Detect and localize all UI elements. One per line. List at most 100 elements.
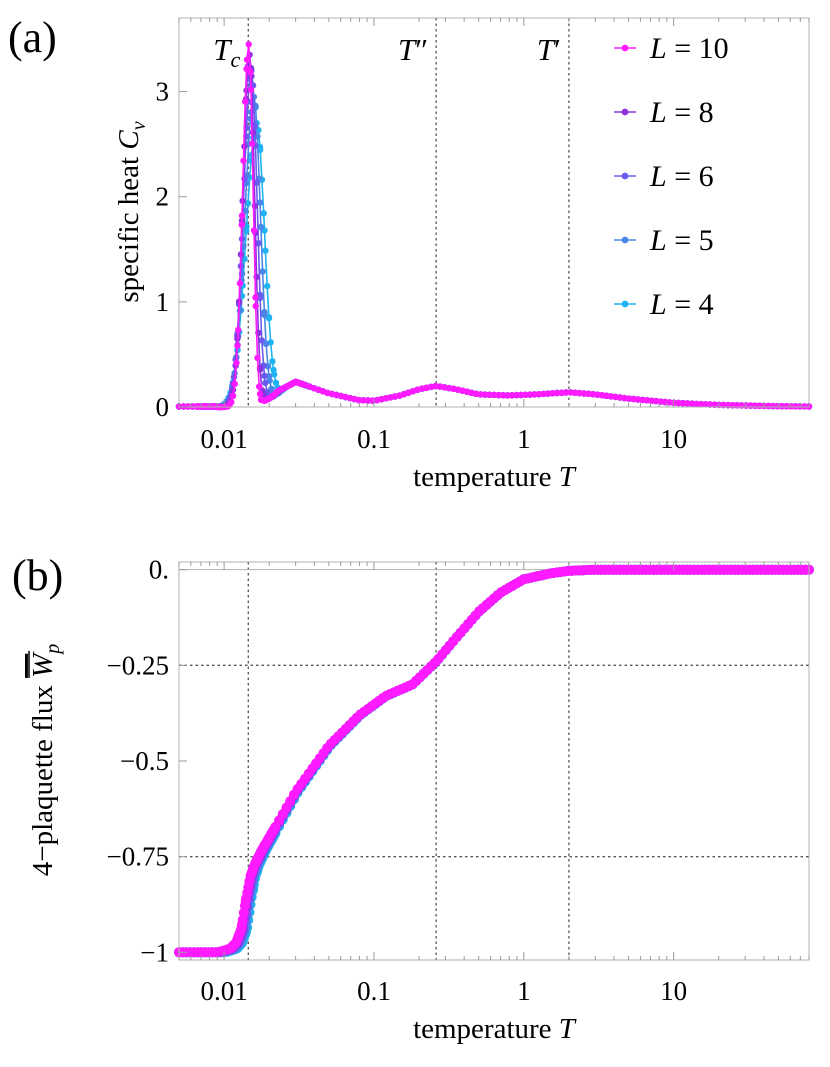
panel-b-y-tick-label: −0.5 — [120, 746, 169, 776]
panel-a-point — [231, 380, 238, 388]
panel-a-point — [261, 372, 268, 379]
panel-a-line — [179, 69, 810, 408]
panel-a-point — [242, 98, 249, 105]
panel-a-y-tick-label: 3 — [156, 77, 170, 107]
panel-a-point — [256, 383, 263, 390]
panel-a-gridlines — [247, 18, 570, 407]
panel-a-point — [269, 358, 276, 365]
panel-b-series-L8 — [174, 564, 814, 958]
panel-a-y-tick-label: 0 — [156, 392, 170, 422]
panel-a-y-axis-label: specific heat Cv — [113, 121, 150, 302]
panel-a-point — [236, 307, 244, 314]
legend-label: L = 10 — [649, 32, 729, 65]
panel-b-series-L4 — [174, 564, 814, 958]
panel-a-point — [765, 402, 772, 410]
panel-a-point — [264, 282, 271, 290]
panel-b-plaquette-flux: (b) 0.01 0.1 1 10 0. −0.25 −0.5 −0.75 −1 tempera… — [12, 551, 814, 1045]
panel-a-point — [243, 56, 251, 63]
panel-a-point — [240, 157, 247, 164]
panel-a-x-tick-label: 10 — [660, 424, 687, 454]
panel-a-point — [702, 401, 709, 408]
panel-a-point — [260, 210, 267, 217]
legend-swatch-dot — [621, 300, 629, 308]
legend-entry-L4: L = 4 — [614, 288, 714, 321]
panel-a-point — [364, 397, 372, 404]
panel-a-point — [250, 227, 258, 234]
panel-a-point — [259, 268, 266, 275]
panel-a-point — [233, 359, 240, 367]
panel-a-point — [238, 221, 245, 228]
panel-a-point — [234, 342, 241, 349]
panel-b-ticks: 0.01 0.1 1 10 0. −0.25 −0.5 −0.75 −1 — [107, 555, 810, 1006]
panel-b-y-tick-label: −0.75 — [107, 842, 169, 872]
panel-a-point — [228, 398, 235, 406]
panel-a-series-L10 — [175, 41, 813, 411]
panel-a-point — [355, 396, 363, 404]
panel-a-series — [175, 41, 813, 411]
panel-a-point — [508, 392, 516, 399]
panel-a-point — [477, 391, 484, 398]
panel-a-point — [238, 212, 246, 219]
panel-b-gridlines — [179, 562, 809, 960]
panel-a-x-tick-label: 1 — [517, 424, 531, 454]
panel-a-point — [249, 129, 257, 136]
panel-a-vline-label-0: Tc — [213, 32, 240, 72]
panel-a-x-axis-label: temperature T — [413, 461, 577, 493]
panel-a-point — [271, 371, 278, 378]
panel-a-point — [247, 86, 255, 93]
panel-a-point — [481, 391, 489, 398]
panel-a-line — [179, 54, 810, 408]
panel-b-y-axis-label: 4−plaquette flux Wp — [27, 644, 64, 877]
panel-a-point — [486, 391, 493, 398]
legend-swatch-dot — [621, 44, 629, 52]
panel-a-point — [257, 223, 265, 231]
panel-a-point — [679, 400, 687, 407]
panel-a-point — [774, 402, 781, 410]
panel-a-line — [179, 44, 810, 408]
panel-a-point — [360, 397, 367, 404]
panel-a-point — [526, 391, 534, 398]
panel-a-vline-label-1: T″ — [398, 32, 428, 67]
panel-a-legend: L = 10 L = 8 L = 6 L = 5 L = 4 — [614, 32, 729, 321]
legend-label: L = 5 — [649, 224, 714, 257]
panel-a-point — [262, 247, 269, 254]
panel-a-point — [553, 389, 561, 397]
panel-a-x-tick-label: 0.1 — [357, 424, 391, 454]
panel-a-point — [265, 315, 273, 322]
panel-a-y-tick-label: 1 — [156, 287, 170, 317]
panel-b-series-L6 — [174, 564, 814, 958]
legend-swatch-dot — [621, 108, 629, 116]
panel-b-x-tick-label: 1 — [517, 976, 531, 1006]
panel-a-point — [522, 391, 529, 398]
panel-a-point — [252, 294, 259, 301]
panel-a-point — [252, 302, 259, 310]
panel-a-point — [504, 392, 511, 399]
legend-label: L = 8 — [649, 96, 714, 129]
panel-a-point — [697, 400, 705, 408]
panel-a-point — [258, 337, 265, 344]
panel-a-y-tick-label: 2 — [156, 182, 170, 212]
panel-a-point — [531, 391, 538, 398]
panel-a-point — [247, 69, 254, 76]
panel-a-point — [517, 391, 525, 399]
panel-b-x-tick-label: 0.1 — [357, 976, 391, 1006]
panel-a-point — [490, 391, 498, 399]
legend-entry-L10: L = 10 — [614, 32, 729, 65]
panel-a-point — [245, 41, 252, 48]
panel-a-point — [254, 354, 261, 362]
panel-a-ticks: 0.01 0.1 1 10 0 1 2 3 — [156, 18, 810, 454]
panel-a-point — [244, 200, 252, 207]
panel-a-point — [249, 140, 256, 147]
panel-a-series-L4 — [175, 119, 813, 410]
panel-b-frame — [178, 561, 810, 961]
panel-b-series-L5 — [174, 564, 814, 958]
panel-b-y-tick-label: −0.25 — [107, 650, 169, 680]
panel-a-point — [778, 403, 786, 410]
panel-a-point — [272, 379, 280, 386]
legend-entry-L6: L = 6 — [614, 160, 714, 193]
panel-a-annotations: Tc T″ T′ — [213, 32, 561, 72]
panel-b-x-tick-label: 10 — [660, 976, 687, 1006]
panel-a-point — [693, 400, 700, 408]
